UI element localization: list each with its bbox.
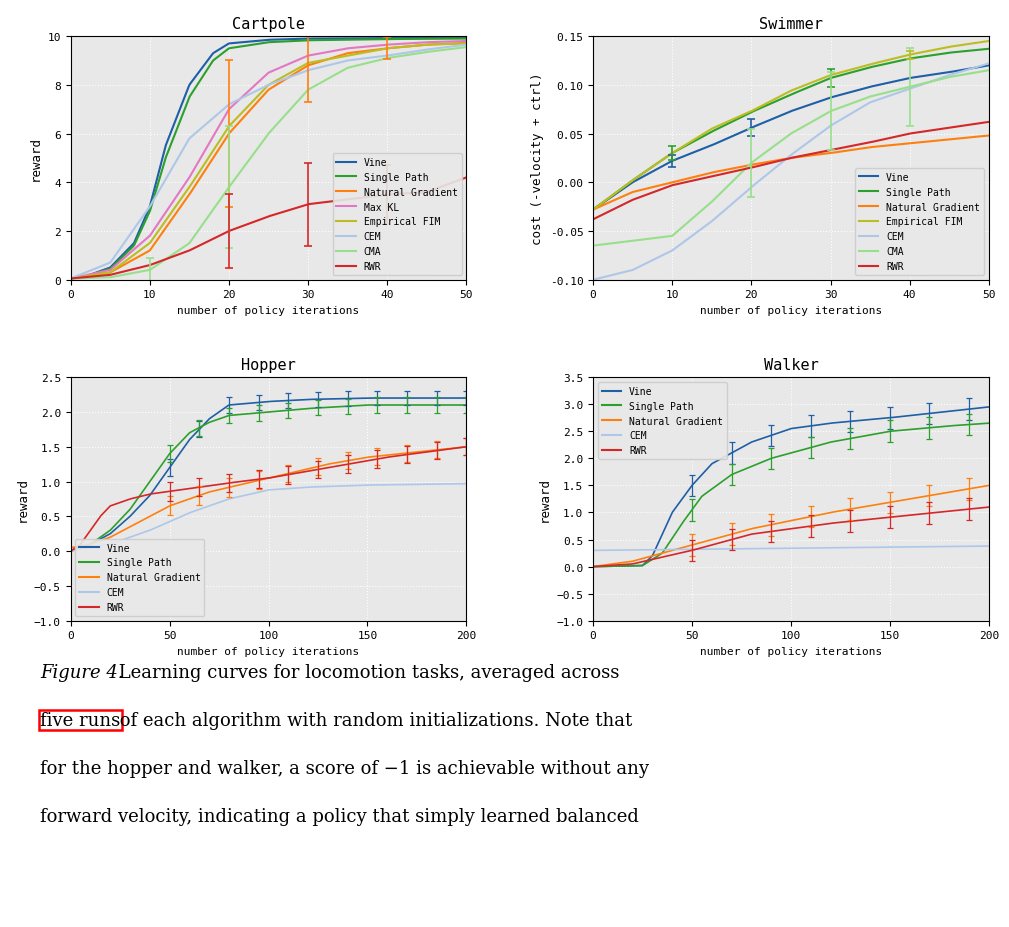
Y-axis label: cost (-velocity + ctrl): cost (-velocity + ctrl) (531, 72, 544, 245)
Text: of each algorithm with random initializations. Note that: of each algorithm with random initializa… (114, 711, 633, 729)
Text: five runs: five runs (40, 711, 121, 729)
X-axis label: number of policy iterations: number of policy iterations (178, 646, 359, 656)
X-axis label: number of policy iterations: number of policy iterations (700, 646, 882, 656)
Legend: Vine, Single Path, Natural Gradient, CEM, RWR: Vine, Single Path, Natural Gradient, CEM… (76, 540, 205, 616)
Title: Cartpole: Cartpole (232, 17, 305, 32)
Text: forward velocity, indicating a policy that simply learned balanced: forward velocity, indicating a policy th… (40, 807, 640, 825)
Y-axis label: reward: reward (15, 477, 28, 522)
Title: Walker: Walker (764, 358, 818, 373)
X-axis label: number of policy iterations: number of policy iterations (700, 306, 882, 316)
Title: Swimmer: Swimmer (759, 17, 823, 32)
Legend: Vine, Single Path, Natural Gradient, Max KL, Empirical FIM, CEM, CMA, RWR: Vine, Single Path, Natural Gradient, Max… (333, 154, 461, 275)
Y-axis label: reward: reward (538, 477, 551, 522)
X-axis label: number of policy iterations: number of policy iterations (178, 306, 359, 316)
Text: Figure 4.: Figure 4. (40, 663, 124, 680)
Y-axis label: reward: reward (29, 136, 41, 181)
Title: Hopper: Hopper (241, 358, 296, 373)
Legend: Vine, Single Path, Natural Gradient, CEM, RWR: Vine, Single Path, Natural Gradient, CEM… (598, 383, 726, 460)
Legend: Vine, Single Path, Natural Gradient, Empirical FIM, CEM, CMA, RWR: Vine, Single Path, Natural Gradient, Emp… (855, 169, 984, 275)
Text: Learning curves for locomotion tasks, averaged across: Learning curves for locomotion tasks, av… (113, 663, 620, 680)
Text: for the hopper and walker, a score of −1 is achievable without any: for the hopper and walker, a score of −1… (40, 759, 650, 777)
